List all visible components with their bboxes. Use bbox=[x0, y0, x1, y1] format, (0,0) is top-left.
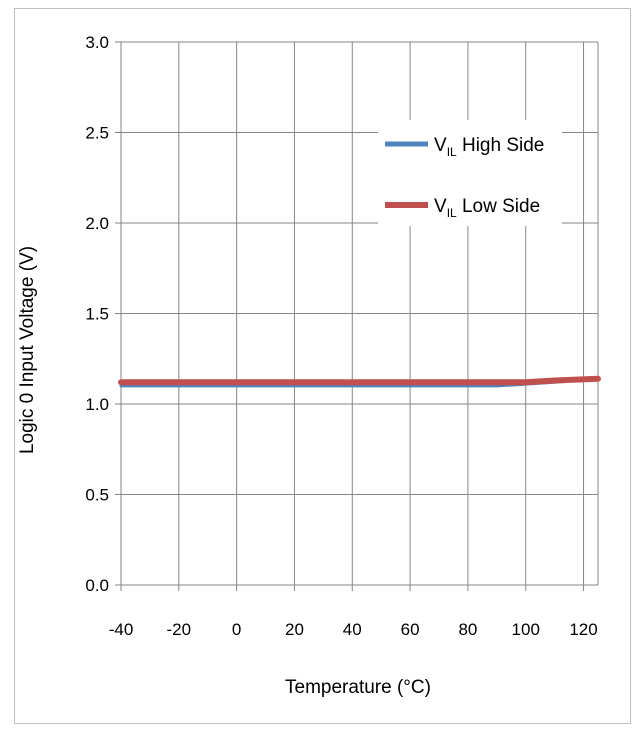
y-axis-ticks: 0.0 0.5 1.0 1.5 2.0 2.5 3.0 bbox=[85, 33, 109, 595]
y-tick-label: 0.0 bbox=[85, 576, 109, 595]
x-tick-label: 60 bbox=[401, 620, 420, 639]
x-tick-label: 40 bbox=[343, 620, 362, 639]
x-tick-label: 20 bbox=[285, 620, 304, 639]
series-lines bbox=[118, 375, 601, 388]
legend-label: VIL Low Side bbox=[434, 196, 540, 220]
x-tick-label: 120 bbox=[569, 620, 597, 639]
x-tick-label: -20 bbox=[167, 620, 192, 639]
x-axis-title: Temperature (°C) bbox=[285, 677, 431, 698]
y-tick-label: 1.5 bbox=[85, 305, 109, 324]
y-tick-label: 0.5 bbox=[85, 486, 109, 505]
legend-box bbox=[378, 120, 562, 226]
x-axis-ticks: -40 -20 0 20 40 60 80 100 120 bbox=[109, 620, 598, 639]
y-tick-label: 3.0 bbox=[85, 33, 109, 52]
x-tick-label: 0 bbox=[232, 620, 241, 639]
y-tick-label: 2.0 bbox=[85, 214, 109, 233]
x-tick-label: 80 bbox=[458, 620, 477, 639]
y-tick-label: 2.5 bbox=[85, 124, 109, 143]
legend-label: VIL High Side bbox=[434, 135, 544, 159]
y-tick-label: 1.0 bbox=[85, 395, 109, 414]
series-line-low-side bbox=[118, 375, 601, 386]
x-tick-label: -40 bbox=[109, 620, 134, 639]
y-axis-title: Logic 0 Input Voltage (V) bbox=[17, 246, 38, 454]
legend: VIL High Side VIL Low Side bbox=[378, 120, 562, 226]
x-tick-label: 100 bbox=[512, 620, 540, 639]
